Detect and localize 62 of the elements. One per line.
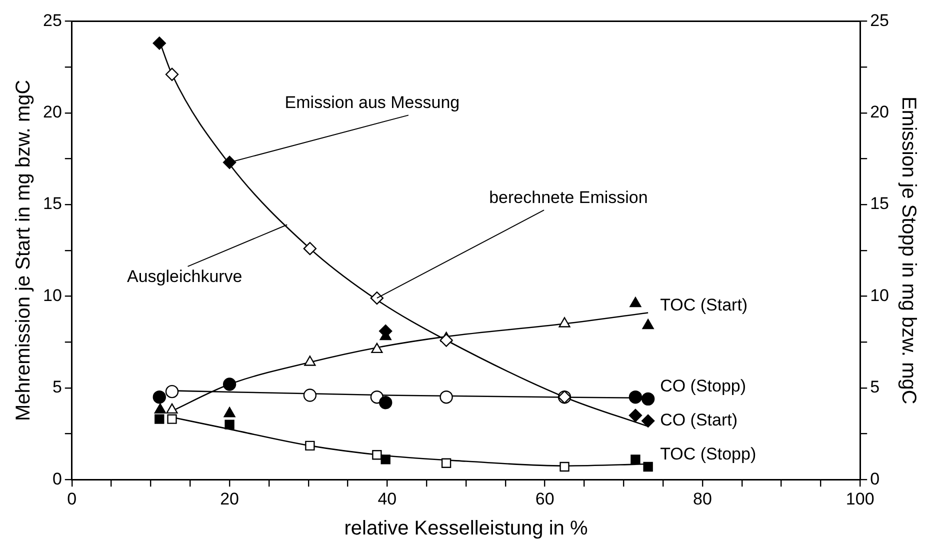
- annotation: Ausgleichkurve: [126, 266, 242, 286]
- series-label: TOC (Stopp): [660, 444, 756, 464]
- point: [379, 396, 392, 410]
- x-tick-label: 20: [220, 489, 240, 508]
- point: [166, 403, 178, 414]
- series-label: TOC (Start): [660, 295, 748, 314]
- y2-tick-label: 20: [870, 102, 890, 122]
- point: [224, 406, 236, 418]
- point: [558, 317, 570, 328]
- point: [630, 296, 642, 308]
- x-tick-label: 40: [378, 489, 397, 508]
- x-tick-label: 60: [535, 489, 554, 508]
- point: [643, 462, 653, 472]
- series-label: CO (Stopp): [660, 376, 746, 396]
- point: [303, 388, 317, 402]
- point: [154, 414, 164, 424]
- x-axis-title: relative Kesselleistung in %: [344, 518, 588, 540]
- x-tick-label: 0: [67, 489, 77, 508]
- point: [641, 414, 655, 428]
- point: [152, 390, 166, 404]
- y2-tick-label: 10: [870, 286, 890, 305]
- point: [167, 414, 177, 424]
- point: [305, 440, 315, 451]
- y-tick-label: 25: [42, 10, 62, 30]
- annotation: berechnete Emission: [489, 188, 648, 208]
- point: [224, 420, 234, 430]
- point: [165, 384, 179, 398]
- y-tick-label: 15: [42, 194, 62, 214]
- y2-axis-title: Emission je Stopp in mg bzw. mgC: [897, 96, 920, 404]
- point: [152, 36, 166, 50]
- y-axis-title: Mehremission je Start in mg bzw. mgC: [12, 80, 35, 422]
- point: [222, 156, 236, 169]
- y2-tick-label: 15: [870, 194, 890, 214]
- point: [641, 392, 655, 406]
- y-tick-label: 0: [52, 469, 62, 488]
- point: [440, 390, 453, 404]
- point: [303, 242, 317, 256]
- series-label: CO (Start): [660, 410, 738, 430]
- point: [630, 454, 640, 464]
- y2-tick-label: 5: [870, 378, 880, 397]
- y2-tick-label: 25: [870, 10, 890, 30]
- point: [165, 68, 179, 81]
- y-tick-label: 20: [42, 102, 62, 122]
- x-tick-label: 100: [846, 489, 874, 508]
- point: [441, 458, 452, 468]
- point: [304, 356, 316, 366]
- x-tick-label: 80: [692, 489, 712, 508]
- point: [154, 403, 166, 414]
- y-tick-label: 10: [42, 286, 62, 305]
- point: [370, 291, 384, 305]
- y2-tick-label: 0: [870, 469, 880, 488]
- point: [642, 318, 654, 330]
- point: [371, 342, 383, 354]
- point: [628, 408, 642, 422]
- point: [560, 462, 570, 472]
- point: [222, 378, 236, 391]
- point: [440, 334, 453, 347]
- point: [380, 454, 390, 464]
- annotation: Emission aus Messung: [284, 93, 460, 112]
- point: [372, 450, 382, 460]
- point: [628, 390, 642, 404]
- y-tick-label: 5: [52, 378, 62, 397]
